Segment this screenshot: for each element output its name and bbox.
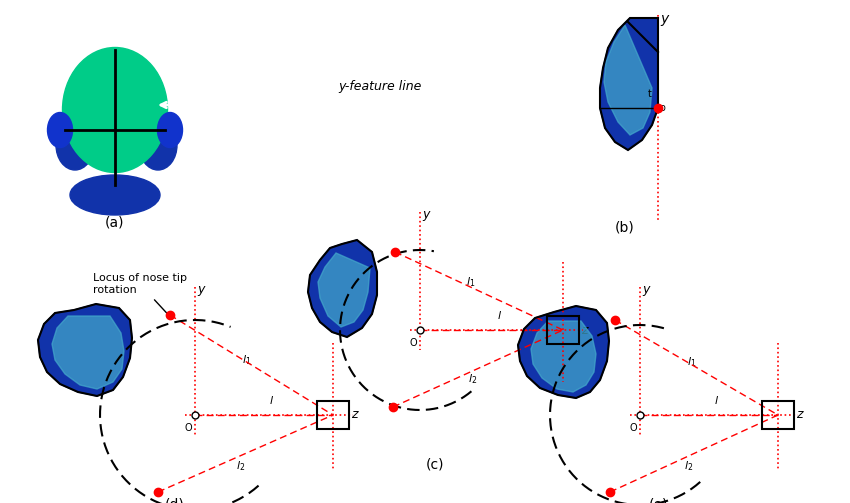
Polygon shape [318, 253, 370, 327]
Bar [762, 401, 794, 429]
Text: y: y [197, 283, 204, 296]
Ellipse shape [157, 113, 183, 147]
Text: $l_1$: $l_1$ [687, 356, 696, 369]
Text: $l_2$: $l_2$ [468, 373, 478, 386]
Polygon shape [600, 18, 658, 150]
Text: $l$: $l$ [715, 394, 719, 406]
Bar [547, 316, 579, 344]
Text: O: O [410, 338, 417, 348]
Text: z: z [351, 408, 358, 422]
Bar [317, 401, 349, 429]
Text: o: o [660, 103, 666, 113]
Text: y-feature line: y-feature line [338, 80, 422, 93]
Polygon shape [518, 306, 609, 398]
Ellipse shape [139, 120, 177, 170]
Text: $l_2$: $l_2$ [236, 460, 245, 473]
Text: z: z [796, 408, 802, 422]
Polygon shape [52, 316, 124, 389]
Text: $l$: $l$ [497, 309, 502, 321]
Ellipse shape [70, 175, 160, 215]
Polygon shape [308, 240, 377, 337]
Polygon shape [531, 321, 596, 392]
Text: O: O [629, 423, 637, 433]
Text: y: y [660, 12, 668, 26]
Polygon shape [604, 25, 652, 135]
Text: $l_1$: $l_1$ [467, 275, 476, 289]
Text: $l_1$: $l_1$ [242, 353, 251, 367]
Text: $l_2$: $l_2$ [684, 460, 694, 473]
Text: Locus of nose tip
rotation: Locus of nose tip rotation [93, 274, 187, 319]
Text: O: O [184, 423, 192, 433]
Text: (a): (a) [105, 215, 125, 229]
Polygon shape [38, 304, 132, 396]
Text: y: y [642, 283, 649, 296]
Ellipse shape [63, 47, 167, 173]
Text: y: y [422, 208, 429, 221]
Text: (d): (d) [165, 497, 184, 503]
Text: (e): (e) [649, 497, 668, 503]
Text: t: t [648, 89, 652, 99]
Text: (b): (b) [615, 220, 635, 234]
Ellipse shape [48, 113, 72, 147]
Text: z: z [581, 323, 587, 337]
Ellipse shape [56, 120, 94, 170]
Text: (c): (c) [426, 457, 445, 471]
Text: $l$: $l$ [269, 394, 275, 406]
